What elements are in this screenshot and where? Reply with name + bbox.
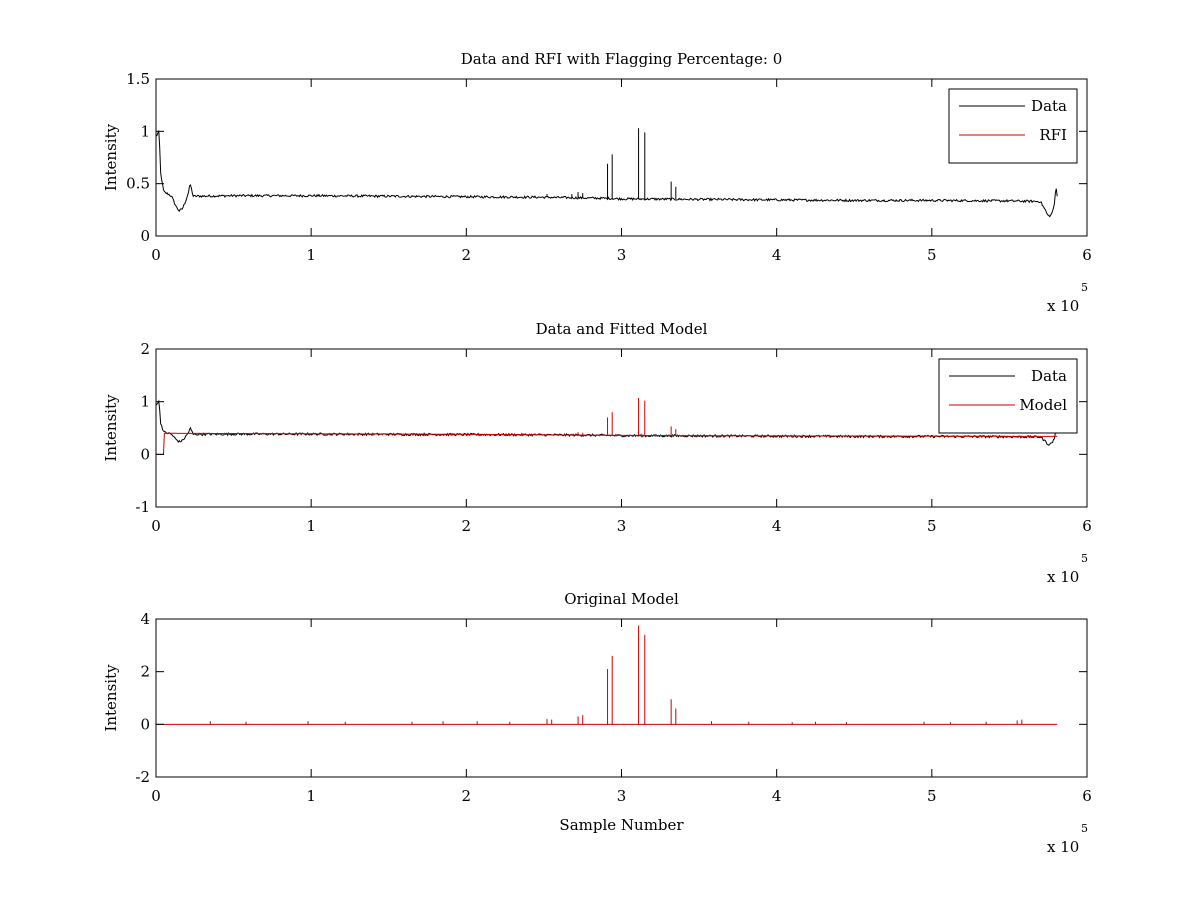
panel-2-model-line	[156, 432, 1058, 455]
panel-3-ytick-label: -2	[135, 768, 150, 786]
panel-2-xtick-label: 5	[927, 517, 937, 535]
panel-3-ytick-label: 2	[140, 663, 150, 681]
panel-1-xtick-label: 0	[151, 246, 161, 264]
panel-3-xtick-label: 2	[462, 787, 472, 805]
panel-3-xtick-label: 1	[306, 787, 316, 805]
panel-3-ytick-label: 0	[140, 715, 150, 733]
panel-3-x-exponent-power: 5	[1081, 822, 1088, 835]
panel-1-legend: Data RFI	[948, 88, 1078, 164]
panel-3-xtick-label: 3	[617, 787, 627, 805]
panel-2-legend-label-model: Model	[1019, 396, 1067, 414]
panel-2-legend-box	[938, 358, 1078, 434]
panel-1-xtick-label: 2	[462, 246, 472, 264]
panel-2-ytick-label: 2	[140, 340, 150, 358]
panel-3-axes-box	[155, 618, 1088, 778]
panel-3-series-model	[156, 625, 1058, 725]
panel-2-legend-label-data: Data	[1031, 367, 1067, 385]
panel-1-xtick-label: 1	[306, 246, 316, 264]
panel-3-xtick-label: 0	[151, 787, 161, 805]
panel-2-series-model	[156, 397, 1058, 455]
panel-2-xtick-label: 3	[617, 517, 627, 535]
panel-3-title: Original Model	[564, 590, 679, 608]
panel-2-legend: Data Model	[938, 358, 1078, 434]
panel-1-xtick-label: 3	[617, 246, 627, 264]
panel-3-x-exponent: x 10	[1047, 838, 1079, 856]
panel-1-x-exponent-power: 5	[1081, 281, 1088, 294]
panel-1: 0 1 2 3 4 5 6 0 0.5 1 1.5 Data and RFI with Flaggin…	[102, 50, 1092, 315]
panel-2-xtick-label: 2	[462, 517, 472, 535]
panel-1-ytick-label: 1.5	[126, 70, 150, 88]
panel-2-x-exponent-power: 5	[1081, 552, 1088, 565]
panel-1-legend-label-data: Data	[1031, 97, 1067, 115]
panel-2-ytick-label: -1	[135, 498, 150, 516]
panel-1-ytick-label: 0	[140, 227, 150, 245]
panel-2-ytick-label: 1	[140, 393, 150, 411]
panel-1-legend-box	[948, 88, 1078, 164]
panel-3-ylabel: Intensity	[102, 664, 120, 732]
panel-1-ylabel: Intensity	[102, 123, 120, 191]
panel-1-xtick-label: 4	[772, 246, 782, 264]
panel-3-xtick-label: 6	[1082, 787, 1092, 805]
panel-2-x-exponent: x 10	[1047, 568, 1079, 586]
panel-1-ytick-label: 1	[140, 122, 150, 140]
panel-2-xtick-label: 0	[151, 517, 161, 535]
panel-1-xtick-label: 5	[927, 246, 937, 264]
panel-3-xtick-label: 5	[927, 787, 937, 805]
panel-1-ytick-label: 0.5	[126, 175, 150, 193]
panel-2-title: Data and Fitted Model	[536, 320, 708, 338]
panel-1-title: Data and RFI with Flagging Percentage: 0	[461, 50, 783, 68]
panel-2-xtick-label: 6	[1082, 517, 1092, 535]
panel-1-data-line	[156, 130, 1058, 218]
panel-2-xtick-label: 1	[306, 517, 316, 535]
panel-2-ylabel: Intensity	[102, 394, 120, 462]
panel-1-axes-box	[155, 78, 1088, 237]
panel-2-axes-box	[155, 348, 1088, 508]
panel-1-xtick-label: 6	[1082, 246, 1092, 264]
panel-3-ytick-label: 4	[140, 610, 150, 628]
panel-2-ytick-label: 0	[140, 445, 150, 463]
panel-3-xlabel: Sample Number	[559, 816, 684, 834]
panel-1-x-exponent: x 10	[1047, 297, 1079, 315]
panel-1-series-data	[156, 128, 1058, 218]
panel-1-legend-label-rfi: RFI	[1039, 126, 1067, 144]
panel-2-xtick-label: 4	[772, 517, 782, 535]
panel-3-xtick-label: 4	[772, 787, 782, 805]
